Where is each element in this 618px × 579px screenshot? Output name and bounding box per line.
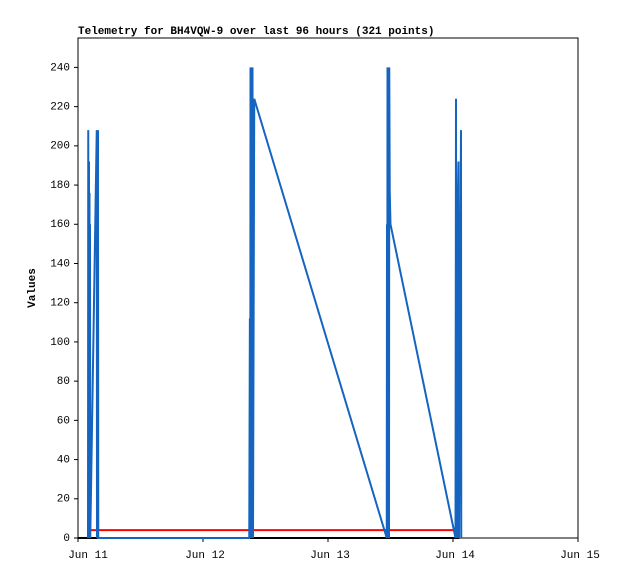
y-tick-label: 60 [57, 415, 70, 427]
x-tick-label: Jun 14 [435, 550, 475, 562]
x-tick-label: Jun 11 [68, 550, 108, 562]
y-tick-label: 160 [50, 219, 70, 231]
y-tick-label: 0 [63, 533, 70, 545]
x-tick-label: Jun 12 [185, 550, 225, 562]
y-tick-label: 80 [57, 376, 70, 388]
y-tick-label: 180 [50, 180, 70, 192]
y-tick-label: 140 [50, 258, 70, 270]
y-tick-label: 200 [50, 141, 70, 153]
y-tick-label: 20 [57, 494, 70, 506]
plot-frame [77, 37, 579, 539]
y-tick-label: 240 [50, 62, 70, 74]
x-tick-label: Jun 15 [560, 550, 600, 562]
data-line [87, 67, 463, 539]
y-tick-label: 120 [50, 298, 70, 310]
x-tick-label: Jun 13 [310, 550, 350, 562]
y-axis-label: Values [27, 268, 39, 308]
y-tick-label: 220 [50, 102, 70, 114]
chart-title: Telemetry for BH4VQW-9 over last 96 hour… [78, 26, 434, 38]
y-tick-label: 100 [50, 337, 70, 349]
y-tick-label: 40 [57, 454, 70, 466]
